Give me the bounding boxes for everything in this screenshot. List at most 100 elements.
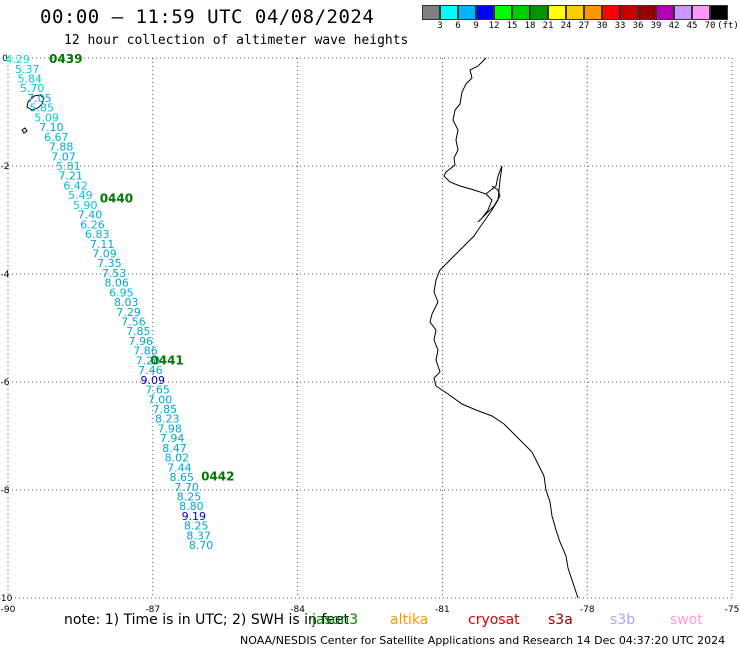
colorbar-label: 45 xyxy=(686,21,698,31)
colorbar-label: 27 xyxy=(578,21,590,31)
legend-cryosat: cryosat xyxy=(468,612,520,628)
lat-tick-label: -2 xyxy=(1,162,10,172)
wave-height-value: 9.09 xyxy=(141,374,166,387)
legend-s3a: s3a xyxy=(548,612,573,628)
wave-height-value: 8.03 xyxy=(114,296,139,309)
page-title: 00:00 — 11:59 UTC 04/08/2024 xyxy=(40,6,375,28)
wave-height-value: 8.25 xyxy=(184,520,209,533)
colorbar-cell xyxy=(476,5,494,20)
page-subtitle: 12 hour collection of altimeter wave hei… xyxy=(64,33,409,48)
colorbar-label: 9 xyxy=(473,21,479,31)
wave-height-value: 7.88 xyxy=(49,141,74,154)
wave-height-value: 8.70 xyxy=(189,539,214,552)
colorbar-cell xyxy=(638,5,656,20)
wave-height-value: 7.10 xyxy=(39,121,64,134)
wave-height-value: 5.09 xyxy=(34,111,59,124)
wave-height-value: 7.85 xyxy=(126,325,151,338)
colorbar-cell xyxy=(602,5,620,20)
wave-height-value: 5.37 xyxy=(15,63,40,76)
wave-height-value: 6.95 xyxy=(109,286,134,299)
colorbar-label: 39 xyxy=(650,21,662,31)
wave-height-value: 7.56 xyxy=(121,316,146,329)
wave-height-value: 8.25 xyxy=(177,490,202,503)
wave-height-value: 8.80 xyxy=(179,500,204,513)
wave-height-value: 7.96 xyxy=(128,335,153,348)
wave-height-value: 9.19 xyxy=(182,510,207,523)
island-outline xyxy=(26,94,45,111)
wave-height-value: 6.42 xyxy=(63,179,88,192)
satellite-track: 4.295.375.845.707.055.855.097.106.677.88… xyxy=(5,52,234,552)
wave-height-value: 7.53 xyxy=(102,267,127,280)
wave-height-value: 7.85 xyxy=(153,403,178,416)
colorbar-label: 18 xyxy=(524,21,536,31)
wave-height-value: 7.46 xyxy=(138,364,163,377)
wave-height-value: 8.06 xyxy=(104,277,129,290)
colorbar-cell xyxy=(710,5,728,20)
time-mark: 0439 xyxy=(49,52,82,66)
wave-height-value: 7.29 xyxy=(116,306,141,319)
colorbar-label: (ft) xyxy=(717,21,739,31)
wave-height-value: 7.44 xyxy=(167,461,192,474)
lat-tick-label: -4 xyxy=(1,270,10,280)
colorbar-cell xyxy=(674,5,692,20)
colorbar-cell xyxy=(494,5,512,20)
wave-height-value: 8.02 xyxy=(165,452,190,465)
colorbar-cell xyxy=(530,5,548,20)
time-mark: 0442 xyxy=(201,470,234,484)
colorbar-cell xyxy=(512,5,530,20)
colorbar-label: 42 xyxy=(668,21,680,31)
wave-height-value: 6.83 xyxy=(85,228,110,241)
wave-height-value: 7.09 xyxy=(92,247,117,260)
axis-labels: -90 -87 -84 -81 -78 -75 0 -2 -4 -6 -8 -10 xyxy=(0,54,739,615)
legend-s3b: s3b xyxy=(610,612,636,628)
wave-height-colorbar xyxy=(422,5,728,20)
colorbar-label: 3 xyxy=(437,21,443,31)
footer-note: note: 1) Time is in UTC; 2) SWH is in fe… xyxy=(64,612,350,628)
lat-tick-label: -8 xyxy=(1,486,10,496)
wave-height-value: 7.21 xyxy=(58,170,83,183)
colorbar-label: 36 xyxy=(632,21,644,31)
colorbar-cell xyxy=(440,5,458,20)
colorbar-cell xyxy=(566,5,584,20)
map-frame xyxy=(7,57,733,599)
wave-height-value: 7.70 xyxy=(174,481,199,494)
wave-height-value: 7.35 xyxy=(97,257,122,270)
lon-tick-label: -84 xyxy=(290,605,305,615)
gulf-outline xyxy=(477,185,501,223)
wave-height-value: 7.07 xyxy=(51,150,76,163)
colorbar-cell xyxy=(692,5,710,20)
lon-tick-label: -75 xyxy=(725,605,740,615)
wave-height-value: 6.67 xyxy=(44,131,69,144)
coastline xyxy=(21,57,579,599)
wave-height-value: 5.85 xyxy=(30,102,55,115)
wave-height-value: 6.26 xyxy=(80,218,105,231)
lon-tick-label: -81 xyxy=(435,605,450,615)
colorbar-cell xyxy=(422,5,440,20)
legend-swot: swot xyxy=(670,612,703,628)
wave-height-value: 7.20 xyxy=(136,354,161,367)
colorbar-cell xyxy=(620,5,638,20)
wave-height-value: 8.65 xyxy=(170,471,195,484)
colorbar-label: 21 xyxy=(542,21,554,31)
lat-tick-label: -10 xyxy=(0,594,13,604)
wave-height-value: 8.47 xyxy=(162,442,187,455)
lat-tick-label: 0 xyxy=(2,54,8,64)
lon-tick-label: -87 xyxy=(145,605,160,615)
wave-height-value: 4.29 xyxy=(5,53,30,66)
credit-line: NOAA/NESDIS Center for Satellite Applica… xyxy=(240,634,726,647)
colorbar-label: 12 xyxy=(488,21,500,31)
wave-height-value: 5.49 xyxy=(68,189,93,202)
time-mark: 0440 xyxy=(100,191,133,205)
wave-height-value: 7.65 xyxy=(145,384,170,397)
wave-height-value: 7.86 xyxy=(133,345,158,358)
coastline-path xyxy=(429,57,579,599)
wave-height-value: 7.98 xyxy=(157,422,182,435)
island-outline xyxy=(21,127,28,134)
wave-height-value: 5.70 xyxy=(20,82,45,95)
wave-height-value: 8.23 xyxy=(155,413,180,426)
colorbar-cell xyxy=(584,5,602,20)
map-grid xyxy=(7,57,733,599)
time-mark: 0441 xyxy=(150,353,183,367)
wave-height-value: 5.90 xyxy=(73,199,98,212)
